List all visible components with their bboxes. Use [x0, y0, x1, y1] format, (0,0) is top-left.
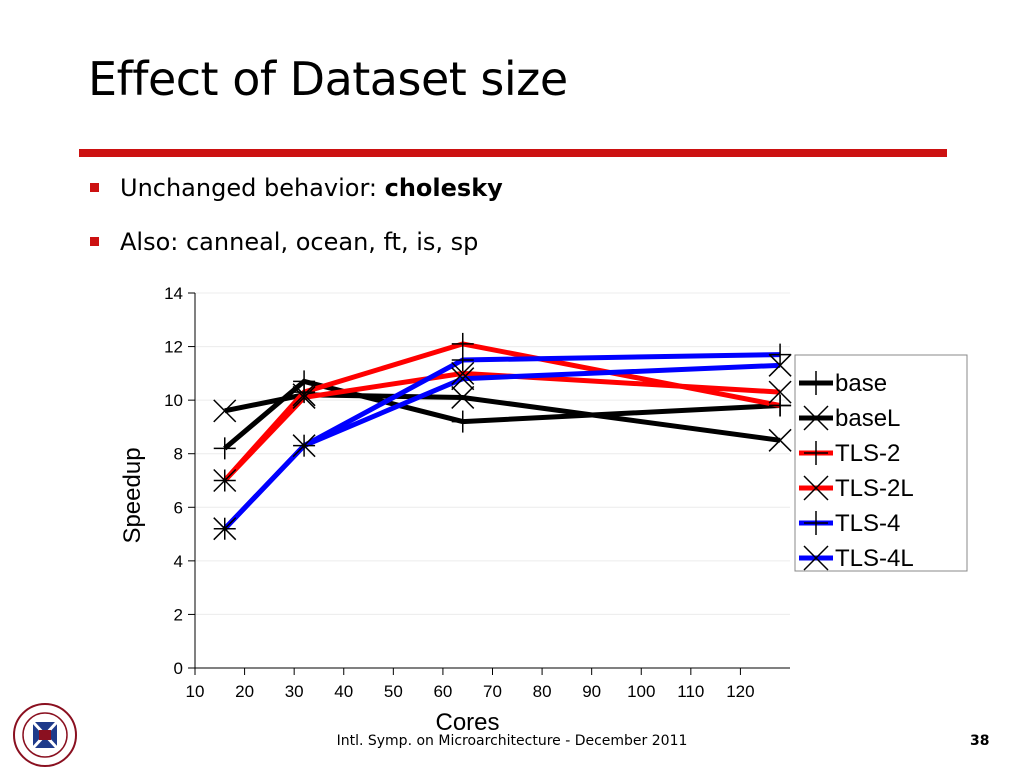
data-point-baseL — [213, 399, 237, 423]
data-point-TLS-2L — [451, 361, 475, 385]
y-tick-label: 14 — [164, 284, 183, 303]
cross-marker-b — [213, 399, 237, 423]
y-tick-label: 6 — [174, 498, 183, 517]
cross-marker-b — [768, 428, 792, 452]
bullet-square-icon — [90, 183, 99, 192]
legend-label-TLS-2: TLS-2 — [835, 440, 900, 467]
bullet-square-icon — [90, 237, 99, 246]
legend-marker-TLS-2L — [803, 475, 829, 501]
page-number: 38 — [970, 733, 990, 749]
bullet-text: Also: canneal, ocean, ft, is, sp — [120, 228, 479, 256]
cross-marker-b — [451, 385, 475, 409]
data-point-TLS-2L — [768, 380, 792, 404]
cross-marker-b — [292, 385, 316, 409]
cross-marker-b — [768, 353, 792, 377]
x-tick-label: 10 — [186, 682, 205, 701]
slide-title: Effect of Dataset size — [88, 52, 568, 106]
cross-marker-b — [213, 517, 237, 541]
x-tick-label: 20 — [235, 682, 254, 701]
data-point-TLS-4 — [451, 348, 474, 371]
data-point-TLS-2L — [213, 468, 237, 493]
data-point-TLS-2 — [769, 394, 792, 417]
data-point-TLS-2 — [293, 381, 316, 404]
legend-marker-baseL — [803, 405, 829, 431]
title-divider — [79, 149, 947, 157]
data-point-base — [213, 437, 236, 460]
legend-marker-base — [804, 371, 828, 395]
x-tick-label: 30 — [285, 682, 304, 701]
cross-marker-b — [451, 361, 475, 385]
cross-marker-b — [803, 475, 829, 501]
x-tick-label: 40 — [334, 682, 353, 701]
y-axis-label: Speedup — [119, 447, 146, 543]
series-line-TLS-2L — [222, 370, 781, 483]
series-line-TLS-4L — [222, 362, 781, 531]
series-line-baseL — [224, 392, 781, 443]
data-point-TLS-4L — [213, 517, 237, 541]
data-point-TLS-4L — [768, 353, 792, 377]
cross-marker-b — [213, 468, 237, 493]
bullet-item: Also: canneal, ocean, ft, is, sp — [88, 224, 503, 278]
x-tick-label: 120 — [726, 682, 754, 701]
cross-marker-b — [292, 434, 316, 458]
data-point-base — [451, 410, 474, 433]
x-tick-label: 70 — [483, 682, 502, 701]
legend-label-TLS-4: TLS-4 — [835, 510, 900, 537]
data-point-TLS-4L — [292, 434, 316, 458]
data-point-baseL — [451, 385, 475, 409]
y-tick-label: 4 — [174, 552, 183, 571]
legend-marker-TLS-4L — [803, 545, 829, 571]
x-tick-label: 90 — [582, 682, 601, 701]
legend-label-base: base — [835, 370, 887, 397]
legend-box — [794, 354, 968, 572]
legend-label-baseL: baseL — [835, 405, 900, 432]
data-point-baseL — [768, 428, 792, 452]
cross-marker-b — [803, 545, 829, 571]
legend-marker-TLS-4 — [804, 511, 828, 535]
x-tick-label: 80 — [533, 682, 552, 701]
bullet-emphasis: cholesky — [384, 174, 503, 202]
data-point-TLS-4L — [451, 367, 475, 391]
legend-label-TLS-2L: TLS-2L — [835, 475, 914, 502]
y-tick-label: 2 — [174, 605, 183, 624]
x-tick-label: 100 — [627, 682, 655, 701]
legend-marker-TLS-2 — [804, 441, 828, 465]
x-tick-label: 110 — [677, 682, 704, 701]
x-tick-label: 60 — [433, 682, 452, 701]
data-point-TLS-2L — [292, 385, 316, 409]
university-seal-logo — [13, 703, 77, 767]
legend-label-TLS-4L: TLS-4L — [835, 545, 914, 572]
data-point-TLS-4 — [769, 343, 792, 366]
cross-marker-b — [803, 405, 829, 431]
cross-marker-b — [768, 380, 792, 404]
bullet-list: Unchanged behavior: cholesky Also: canne… — [88, 170, 503, 278]
y-tick-label: 8 — [174, 445, 183, 464]
y-tick-label: 0 — [174, 659, 183, 678]
y-tick-label: 10 — [164, 391, 183, 410]
bullet-text: Unchanged behavior: — [120, 174, 385, 202]
cross-marker-b — [451, 367, 475, 391]
y-tick-label: 12 — [164, 338, 183, 357]
x-axis-label: Cores — [435, 709, 499, 736]
bullet-item: Unchanged behavior: cholesky — [88, 170, 503, 224]
x-tick-label: 50 — [384, 682, 403, 701]
footer-text: Intl. Symp. on Microarchitecture - Decem… — [336, 733, 688, 749]
